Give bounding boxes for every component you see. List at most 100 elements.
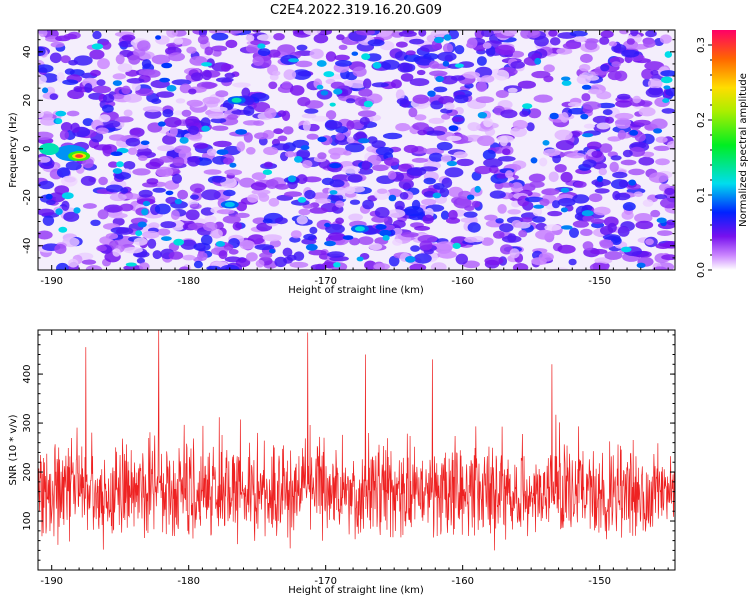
- heatmap-cell: [372, 164, 389, 172]
- heatmap-cell: [309, 48, 324, 59]
- heatmap-cell: [621, 49, 640, 58]
- heatmap-cell: [54, 185, 70, 195]
- colorbar-ticks: 0.0 0.1 0.2 0.3: [696, 37, 712, 278]
- heatmap-cell: [127, 147, 138, 155]
- heatmap-cell: [169, 126, 178, 137]
- spectrogram-panel: -190 -180 -170 -160 -150 -40 -20 0 20 40 Height …: [8, 29, 676, 296]
- heatmap-cell: [268, 81, 278, 90]
- heatmap-cell: [92, 30, 102, 40]
- heatmap-cell: [505, 170, 514, 179]
- heatmap-cell: [619, 30, 629, 35]
- heatmap-cell: [281, 81, 292, 89]
- heatmap-cell: [482, 42, 492, 49]
- heatmap-cell: [416, 69, 426, 76]
- heatmap-cell: [304, 189, 316, 200]
- heatmap-cell: [38, 109, 44, 119]
- heatmap-cell: [344, 186, 356, 195]
- heatmap-hotspot: [125, 262, 137, 267]
- heatmap-cell: [246, 147, 256, 155]
- heatmap-cell: [438, 95, 455, 105]
- heatmap-cell: [109, 193, 127, 202]
- heatmap-cell: [346, 136, 355, 143]
- heatmap-cell: [497, 204, 507, 214]
- heatmap-cell: [114, 172, 132, 180]
- heatmap-cell: [349, 237, 361, 246]
- heatmap-cell: [66, 110, 80, 117]
- heatmap-hotspot: [628, 179, 636, 186]
- heatmap-cell: [190, 194, 199, 200]
- heatmap-cell: [454, 94, 469, 104]
- heatmap-cell: [257, 48, 271, 57]
- heatmap-cell: [428, 152, 444, 162]
- heatmap-cell: [638, 156, 655, 166]
- heatmap-cell: [96, 127, 109, 135]
- heatmap-cell: [620, 159, 637, 166]
- heatmap-cell: [38, 64, 54, 73]
- heatmap-cell: [519, 217, 533, 223]
- heatmap-cell: [519, 110, 529, 117]
- heatmap-cell: [277, 135, 288, 142]
- heatmap-hotspot: [662, 98, 670, 103]
- heatmap-cell: [588, 193, 603, 203]
- heatmap-cell: [182, 254, 196, 261]
- heatmap-hotspot: [137, 221, 147, 228]
- heatmap-cell: [662, 241, 675, 249]
- heatmap-cell: [641, 68, 654, 80]
- heatmap-cell: [68, 59, 78, 66]
- heatmap-cell: [539, 198, 550, 207]
- heatmap-cell: [180, 239, 197, 250]
- heatmap-hotspot: [215, 241, 226, 247]
- colorbar-tick-label: 0.0: [696, 262, 707, 278]
- heatmap-cell: [433, 86, 448, 93]
- heatmap-hotspot: [530, 157, 538, 164]
- heatmap-cell: [293, 251, 305, 261]
- heatmap-cell: [367, 39, 385, 47]
- heatmap-hotspot: [361, 53, 371, 60]
- heatmap-cell: [387, 170, 397, 180]
- heatmap-cell: [483, 117, 493, 128]
- heatmap-cell: [471, 200, 481, 208]
- heatmap-cell: [557, 197, 576, 207]
- heatmap-cell: [200, 234, 213, 246]
- heatmap-hotspot: [201, 62, 213, 67]
- heatmap-hotspot: [375, 224, 387, 230]
- heatmap-cell: [475, 96, 495, 104]
- heatmap-cell: [607, 136, 622, 142]
- heatmap-hotspot: [388, 194, 397, 202]
- heatmap-cell: [341, 166, 361, 174]
- heatmap-cell: [569, 30, 588, 37]
- heatmap-cell: [560, 112, 569, 123]
- heatmap-cell: [448, 209, 458, 220]
- heatmap-cell: [203, 221, 218, 232]
- heatmap-hotspot: [351, 51, 359, 56]
- heatmap-cell: [535, 222, 548, 231]
- heatmap-cell: [251, 172, 267, 181]
- heatmap-cell: [168, 52, 186, 62]
- y-tick-label: 300: [22, 414, 33, 433]
- heatmap-cell: [437, 51, 457, 62]
- heatmap-cell: [116, 227, 134, 235]
- heatmap-cell: [148, 222, 160, 229]
- heatmap-cell: [557, 244, 576, 254]
- heatmap-cell: [250, 39, 271, 46]
- heatmap-cell: [262, 218, 273, 224]
- heatmap-cell: [358, 88, 373, 97]
- heatmap-cell: [614, 70, 628, 82]
- heatmap-cell: [63, 33, 77, 40]
- heatmap-cell: [499, 182, 514, 188]
- spectrogram-x-ticks: -190 -180 -170 -160 -150: [37, 30, 669, 287]
- heatmap-cell: [591, 150, 603, 158]
- heatmap-cell: [526, 122, 535, 132]
- heatmap-cell: [166, 30, 178, 38]
- heatmap-hotspot: [174, 198, 182, 205]
- heatmap-hotspot: [372, 62, 382, 69]
- heatmap-cell: [121, 85, 131, 95]
- heatmap-cell: [430, 262, 447, 270]
- heatmap-cell: [538, 252, 554, 262]
- heatmap-cell: [152, 250, 162, 260]
- heatmap-cell: [216, 209, 235, 215]
- heatmap-hotspot: [135, 230, 143, 237]
- heatmap-cell: [580, 228, 593, 236]
- heatmap-cell: [38, 74, 47, 85]
- snr-frame: [37, 329, 676, 571]
